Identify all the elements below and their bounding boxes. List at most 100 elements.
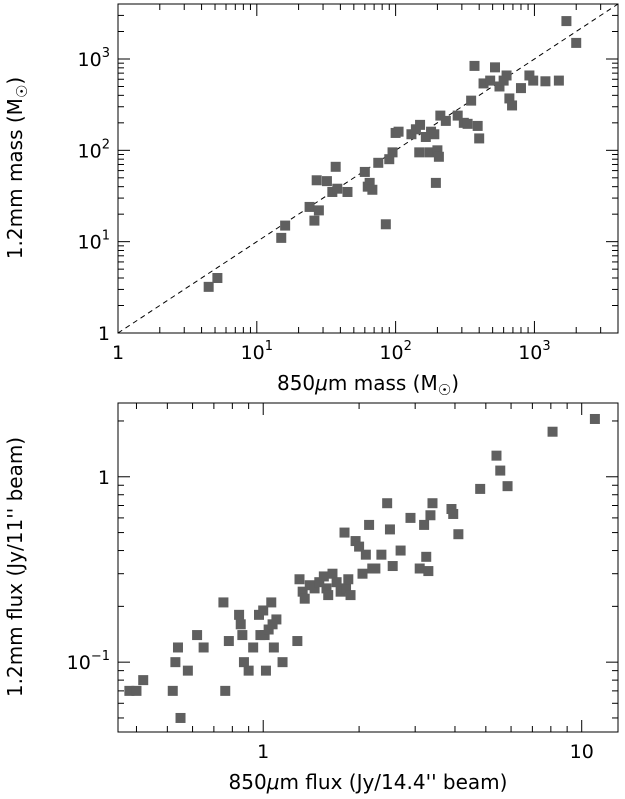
data-point-34 — [435, 110, 446, 121]
data-point-32 — [432, 145, 443, 156]
data-point-46 — [494, 81, 505, 92]
data-point-33 — [433, 151, 444, 162]
data-point-56 — [561, 16, 572, 27]
tick-label: 1 — [112, 342, 124, 364]
data-point-12 — [223, 636, 234, 647]
data-point-25 — [266, 597, 277, 608]
data-point-36 — [452, 110, 463, 121]
data-point-0 — [203, 281, 214, 292]
tick-label: 101 — [78, 229, 110, 254]
data-point-30 — [429, 129, 440, 140]
data-point-45 — [343, 574, 354, 585]
data-point-40 — [327, 568, 338, 579]
data-point-59 — [405, 512, 416, 523]
data-point-0 — [124, 685, 135, 696]
data-point-39 — [323, 590, 334, 601]
data-point-22 — [259, 630, 270, 641]
data-point-48 — [354, 541, 365, 552]
mass-axis-ticks — [117, 3, 619, 334]
flux-plot-frame — [117, 402, 619, 733]
data-point-20 — [387, 147, 398, 158]
data-point-7 — [182, 665, 193, 676]
data-point-27 — [420, 131, 431, 142]
data-point-31 — [430, 177, 441, 188]
flux-axis-ticks — [118, 403, 618, 732]
data-point-49 — [504, 93, 515, 104]
mass-x-axis-label: 850μm mass (M☉) — [277, 371, 459, 399]
tick-label: 103 — [78, 46, 110, 71]
data-point-23 — [260, 665, 271, 676]
data-point-61 — [419, 519, 430, 530]
data-point-45 — [490, 62, 501, 73]
data-point-35 — [309, 583, 320, 594]
tick-label: 1 — [257, 741, 269, 763]
data-point-43 — [339, 527, 350, 538]
data-point-40 — [469, 60, 480, 71]
tick-label: 102 — [379, 339, 411, 364]
data-point-24 — [263, 624, 274, 635]
tick-label: 1 — [98, 467, 110, 489]
flux-points — [124, 413, 600, 723]
tick-label: 101 — [241, 339, 273, 364]
data-point-19 — [384, 154, 395, 165]
data-point-43 — [478, 78, 489, 89]
data-point-69 — [475, 483, 486, 494]
data-point-26 — [415, 119, 426, 130]
mass-tick-labels: 1 101 102 103 1 101 102 103 — [78, 46, 551, 364]
data-point-12 — [342, 186, 353, 197]
data-point-42 — [335, 586, 346, 597]
data-point-51 — [364, 519, 375, 530]
mass-y-axis-label: 1.2mm mass (M☉) — [3, 77, 31, 259]
data-point-8 — [192, 630, 203, 641]
data-point-50 — [507, 100, 518, 111]
data-point-71 — [495, 465, 506, 476]
tick-label: 103 — [518, 339, 550, 364]
tick-label: 102 — [78, 137, 110, 162]
data-point-11 — [220, 685, 231, 696]
data-point-1 — [212, 273, 223, 284]
data-point-18 — [248, 642, 259, 653]
data-point-37 — [318, 571, 329, 582]
data-point-64 — [425, 510, 436, 521]
data-point-29 — [277, 657, 288, 668]
data-point-2 — [276, 232, 287, 243]
data-point-58 — [395, 545, 406, 556]
data-point-15 — [364, 177, 375, 188]
mass-plot-frame — [117, 3, 619, 334]
flux-tick-labels: 1 10 10−1 1 — [67, 467, 594, 763]
data-point-7 — [313, 205, 324, 216]
data-point-47 — [350, 536, 361, 547]
data-point-48 — [501, 70, 512, 81]
data-point-51 — [515, 83, 526, 94]
data-point-14 — [235, 619, 246, 630]
data-point-54 — [540, 76, 551, 87]
data-point-73 — [547, 426, 558, 437]
data-point-65 — [427, 498, 438, 509]
data-point-6 — [175, 712, 186, 723]
data-point-41 — [472, 120, 483, 131]
data-point-3 — [167, 685, 178, 696]
data-point-62 — [421, 551, 432, 562]
mass-panel: 1 101 102 103 1 101 102 103 850μm mass (M☉) 1.2… — [3, 3, 619, 399]
flux-panel: 1 10 10−1 1 850μm flux (Jy/14.4'' beam) 1.2… — [3, 402, 619, 794]
data-point-31 — [294, 574, 305, 585]
data-point-50 — [360, 549, 371, 560]
mass-points — [203, 16, 582, 292]
data-point-44 — [341, 583, 352, 594]
data-point-35 — [440, 115, 451, 126]
data-point-13 — [234, 609, 245, 620]
data-point-1 — [131, 685, 142, 696]
data-point-30 — [292, 636, 303, 647]
tick-label: 10 — [570, 741, 594, 763]
data-point-54 — [376, 549, 387, 560]
data-point-13 — [359, 166, 370, 177]
flux-y-axis-label: 1.2mm flux (Jy/11'' beam) — [3, 437, 27, 697]
data-point-16 — [238, 657, 249, 668]
data-point-16 — [367, 184, 378, 195]
data-point-11 — [332, 183, 343, 194]
flux-x-axis-label: 850μm flux (Jy/14.4'' beam) — [229, 770, 508, 794]
data-point-25 — [414, 147, 425, 158]
data-point-57 — [387, 561, 398, 572]
data-point-49 — [357, 568, 368, 579]
